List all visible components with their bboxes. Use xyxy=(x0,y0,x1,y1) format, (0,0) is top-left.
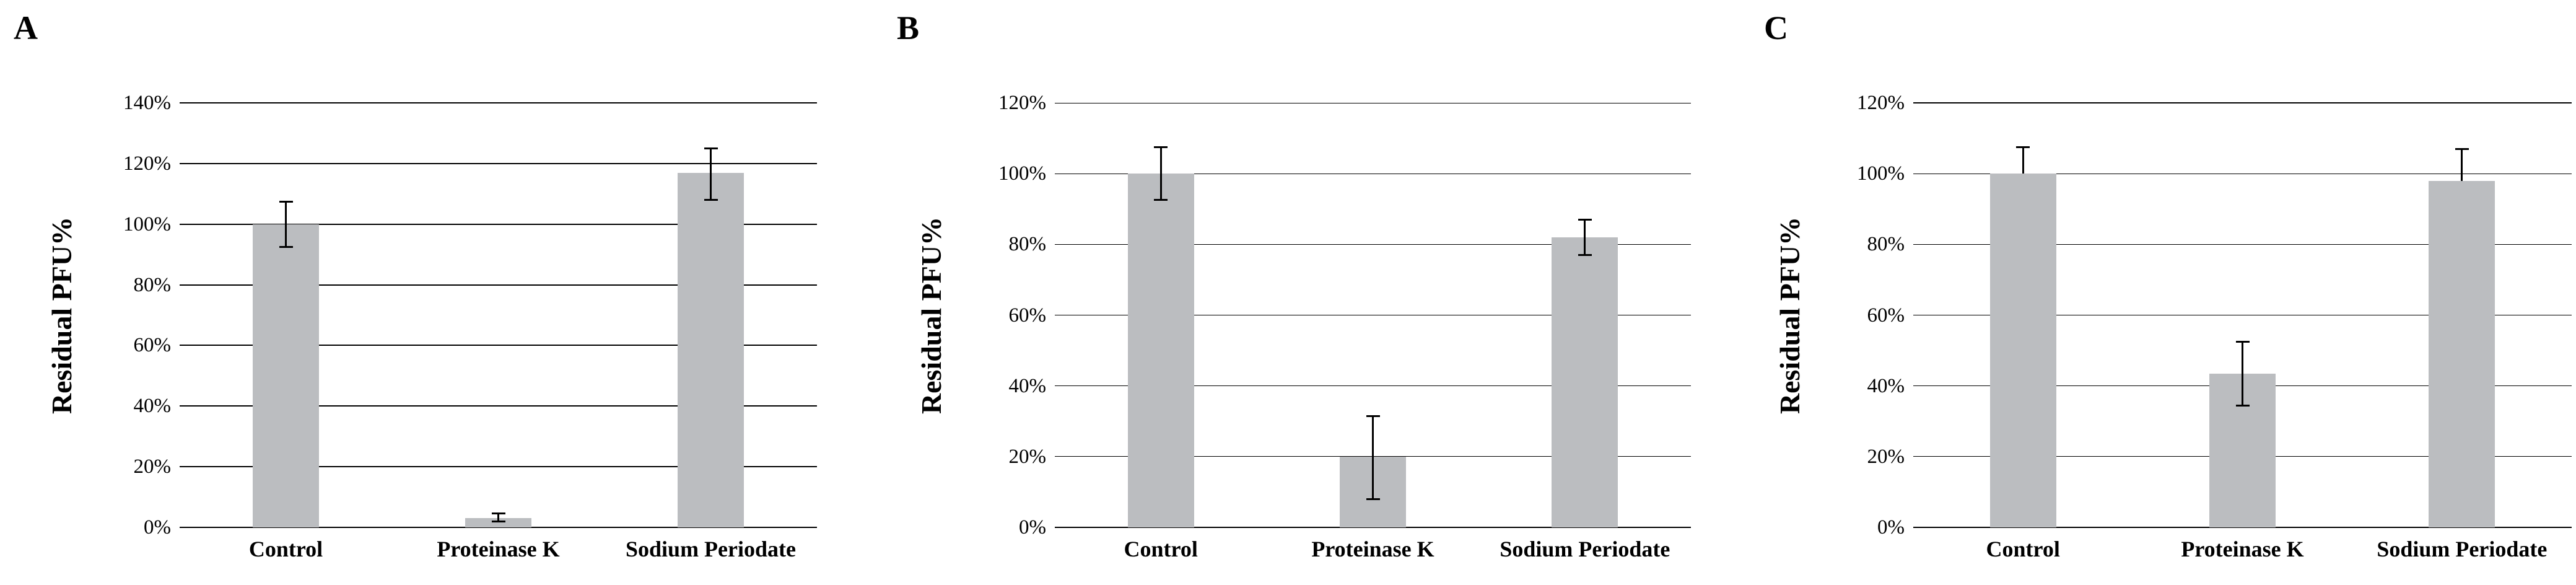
gridline xyxy=(180,223,817,225)
x-axis-line xyxy=(1913,527,2572,528)
error-bar-whisker xyxy=(1159,147,1162,200)
bar-control xyxy=(1127,174,1194,527)
bar-sodium-periodate xyxy=(1552,237,1618,527)
bar-control xyxy=(253,224,319,527)
error-bar-whisker xyxy=(2242,341,2243,406)
error-bar-cap-top xyxy=(279,200,293,203)
error-bar-cap-bottom xyxy=(491,520,505,522)
bar-sodium-periodate xyxy=(2429,180,2495,527)
panel-letter-c: C xyxy=(1764,9,1788,46)
y-tick-label: 80% xyxy=(133,273,172,296)
error-bar-whisker xyxy=(497,513,499,522)
error-bar-cap-top xyxy=(1578,218,1592,221)
y-tick-label: 80% xyxy=(1867,233,1905,256)
panel-c: C Residual PFU% 0% 20% 40% 60% 80% 100% 120% Co… xyxy=(1717,0,2576,585)
error-bar-cap-bottom xyxy=(1366,498,1380,500)
bar-proteinase-k xyxy=(465,518,531,527)
error-bar-whisker xyxy=(710,148,712,200)
y-tick-label: 0% xyxy=(1877,516,1905,539)
y-tick-label: 40% xyxy=(1008,374,1047,397)
error-bar-whisker xyxy=(1372,416,1374,499)
panel-letter-a: A xyxy=(14,9,38,46)
error-bar-whisker xyxy=(1584,219,1586,255)
y-tick-label: 60% xyxy=(1008,304,1047,327)
x-category-label: Control xyxy=(248,537,323,561)
y-tick-label: 100% xyxy=(1857,162,1905,185)
error-bar-cap-top xyxy=(2235,340,2250,343)
bar-control xyxy=(1989,174,2056,527)
y-tick-label: 40% xyxy=(1867,374,1905,397)
gridline xyxy=(180,102,817,103)
y-tick-label: 140% xyxy=(123,92,171,114)
x-axis-line xyxy=(1055,527,1691,528)
bar-sodium-periodate xyxy=(678,172,744,527)
error-bar-cap-top xyxy=(1366,415,1380,417)
y-tick-label: 0% xyxy=(1019,516,1046,539)
error-bar-cap-bottom xyxy=(279,245,293,248)
error-bar-cap-top xyxy=(2455,147,2469,150)
error-bar-cap-bottom xyxy=(1154,199,1168,201)
error-bar-cap-top xyxy=(2016,146,2030,148)
x-category-label: Proteinase K xyxy=(437,537,560,561)
gridline xyxy=(180,466,817,468)
x-category-label: Control xyxy=(1124,537,1198,561)
gridline xyxy=(180,345,817,346)
error-bar-whisker xyxy=(2461,149,2463,181)
panel-a: A Residual PFU% 0% 20% 40% 60% 80% 100% 120% 14… xyxy=(0,0,858,585)
gridline xyxy=(180,405,817,407)
x-category-label: Proteinase K xyxy=(1311,537,1434,561)
y-tick-label: 120% xyxy=(123,152,171,175)
y-tick-label: 20% xyxy=(1867,445,1905,468)
x-category-label: Proteinase K xyxy=(2181,537,2304,561)
y-tick-label: 120% xyxy=(1857,92,1905,114)
error-bar-cap-bottom xyxy=(2235,404,2250,407)
y-tick-label: 20% xyxy=(133,455,172,478)
x-category-label: Control xyxy=(1986,537,2060,561)
gridline xyxy=(1913,244,2572,245)
panel-letter-b: B xyxy=(897,9,920,46)
y-tick-label: 20% xyxy=(1008,445,1047,468)
gridline xyxy=(180,284,817,286)
y-tick-label: 100% xyxy=(123,213,171,235)
error-bar-cap-bottom xyxy=(1578,253,1592,256)
gridline xyxy=(180,162,817,164)
x-axis-line xyxy=(180,527,817,528)
y-tick-label: 80% xyxy=(1008,233,1047,256)
error-bar-cap-top xyxy=(704,147,718,149)
gridline xyxy=(1055,244,1691,245)
x-category-label: Sodium Periodate xyxy=(1500,537,1670,561)
x-category-label: Sodium Periodate xyxy=(2377,537,2548,561)
y-tick-label: 60% xyxy=(1867,304,1905,327)
gridline xyxy=(1055,385,1691,387)
gridline xyxy=(1913,102,2572,103)
x-category-label: Sodium Periodate xyxy=(626,537,796,561)
y-tick-label: 100% xyxy=(998,162,1046,185)
error-bar-cap-top xyxy=(491,512,505,515)
y-tick-label: 0% xyxy=(144,516,171,539)
error-bar-whisker xyxy=(2022,147,2024,174)
y-tick-label: 120% xyxy=(998,92,1046,114)
panel-b: B Residual PFU% 0% 20% 40% 60% 80% 100% 120% Co… xyxy=(858,0,1717,585)
error-bar-cap-bottom xyxy=(704,199,718,201)
y-tick-label: 40% xyxy=(133,395,172,418)
error-bar-cap-top xyxy=(1154,146,1168,148)
y-tick-label: 60% xyxy=(133,334,172,357)
error-bar-whisker xyxy=(285,201,287,247)
